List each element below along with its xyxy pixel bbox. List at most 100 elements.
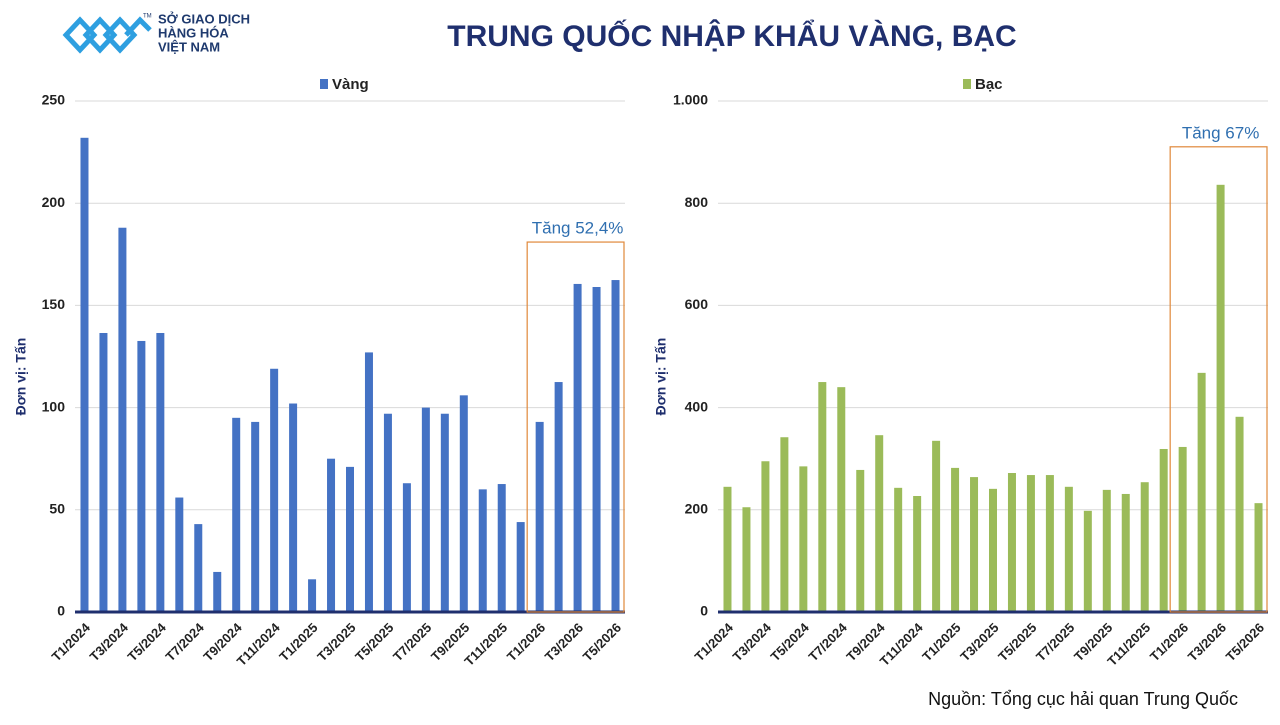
logo-icon: [62, 16, 152, 54]
bar: [1007, 473, 1016, 612]
x-tick-label: T1/2026: [504, 620, 548, 664]
title: TRUNG QUỐC NHẬP KHẨU VÀNG, BẠC: [447, 19, 1016, 53]
bar: [837, 387, 846, 612]
x-tick-label: T11/2024: [234, 619, 283, 668]
x-tick-label: T5/2024: [768, 619, 813, 664]
bar: [232, 417, 241, 612]
bar: [592, 287, 601, 612]
bar: [818, 382, 827, 612]
bar: [554, 382, 563, 612]
x-tick-label: T5/2026: [1223, 620, 1267, 664]
bar: [516, 522, 525, 612]
bar: [402, 483, 411, 612]
logo-text: VIỆT NAM: [158, 39, 220, 54]
y-tick-label: 1.000: [673, 92, 708, 108]
bar: [932, 440, 941, 612]
y-tick-label: 600: [685, 296, 709, 312]
bar: [421, 407, 430, 612]
y-tick-label: 800: [685, 194, 709, 210]
bar: [1159, 448, 1168, 612]
bar: [270, 368, 279, 612]
bar: [894, 487, 903, 612]
x-tick-label: T3/2026: [542, 620, 586, 664]
bar: [856, 469, 865, 612]
logo-text: HÀNG HÓA: [158, 25, 229, 40]
bar: [742, 507, 751, 612]
bar: [1064, 486, 1073, 612]
logo-text: SỞ GIAO DỊCH: [158, 11, 250, 26]
x-tick-label: T7/2024: [805, 619, 850, 664]
bar: [970, 477, 979, 612]
bar: [156, 332, 165, 612]
bar: [723, 486, 732, 612]
bar: [308, 579, 317, 612]
bar: [478, 489, 487, 612]
x-tick-label: T1/2024: [49, 619, 94, 664]
bar: [118, 227, 127, 612]
bar: [761, 461, 770, 612]
x-tick-label: T1/2025: [919, 620, 963, 664]
x-tick-label: T5/2025: [352, 620, 396, 664]
x-tick-label: T3/2024: [730, 619, 775, 664]
bar: [1254, 503, 1263, 612]
bar: [1083, 510, 1092, 612]
bar: [327, 458, 336, 612]
bar: [80, 137, 89, 613]
bar: [251, 421, 260, 612]
y-tick-label: 400: [685, 398, 709, 414]
x-tick-label: T5/2025: [995, 620, 1039, 664]
x-tick-label: T5/2024: [125, 619, 170, 664]
bar: [99, 332, 108, 612]
bar: [1121, 493, 1130, 612]
bar: [1178, 446, 1187, 612]
x-tick-label: T7/2025: [390, 620, 434, 664]
x-tick-label: T5/2026: [580, 620, 624, 664]
x-tick-label: T1/2025: [276, 620, 320, 664]
annotation: Tăng 67%: [1182, 123, 1260, 142]
bar: [799, 466, 808, 612]
bar: [1235, 416, 1244, 612]
bar: [497, 484, 506, 612]
bar: [1102, 489, 1111, 612]
bar: [1140, 482, 1149, 612]
annotation: Tăng 52,4%: [532, 219, 624, 238]
bar: [383, 413, 392, 612]
source: Nguồn: Tổng cục hải quan Trung Quốc: [928, 689, 1238, 709]
x-tick-label: T7/2024: [162, 619, 207, 664]
y-tick-label: 0: [700, 603, 708, 619]
bar: [989, 488, 997, 612]
bar: [1045, 475, 1054, 612]
x-tick-label: T11/2024: [877, 619, 926, 668]
y-tick-label: 250: [42, 92, 66, 108]
bar: [573, 283, 582, 612]
bar: [1026, 475, 1035, 612]
bar: [175, 497, 184, 612]
bar: [611, 280, 620, 612]
y-tick-label: 150: [42, 296, 66, 312]
bar: [913, 496, 922, 612]
bar: [137, 340, 146, 612]
bar: [875, 435, 884, 612]
highlight-box: [526, 241, 625, 613]
legend-label: Vàng: [332, 76, 369, 93]
y-axis-label: Đơn vị: Tấn: [653, 338, 669, 416]
y-tick-label: 100: [42, 398, 66, 414]
logo-tm: TM: [143, 14, 152, 20]
bar: [289, 403, 298, 612]
bar: [194, 524, 203, 612]
y-tick-label: 0: [57, 603, 65, 619]
highlight-box: [1169, 146, 1268, 613]
bar: [951, 467, 960, 612]
bar: [1216, 184, 1225, 612]
bar: [364, 352, 373, 612]
legend-swatch: [320, 79, 328, 89]
x-tick-label: T1/2024: [692, 619, 737, 664]
legend-swatch: [963, 79, 971, 89]
y-tick-label: 200: [42, 194, 66, 210]
bar: [346, 466, 354, 612]
bar: [535, 421, 544, 612]
bar: [440, 413, 449, 612]
y-tick-label: 200: [685, 501, 709, 517]
bar: [780, 437, 789, 612]
